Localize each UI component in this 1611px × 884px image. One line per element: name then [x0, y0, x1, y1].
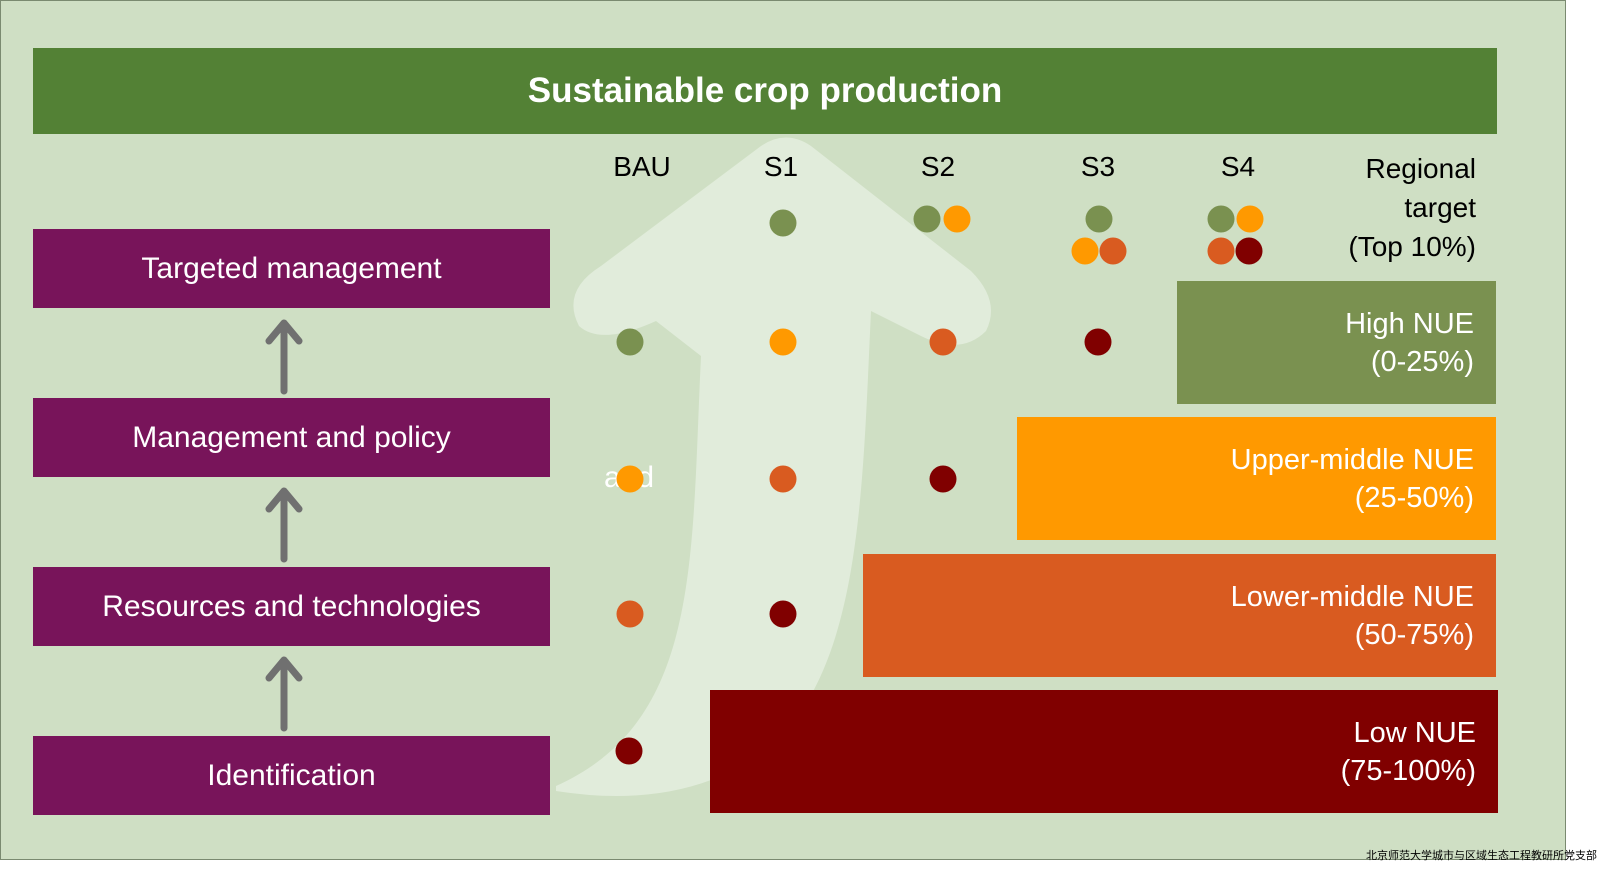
regional-line: Regional — [1365, 153, 1476, 184]
stage-targeted-management: Targeted management — [33, 229, 550, 308]
regional-line: target — [1404, 192, 1476, 223]
stage-management-policy: Management and policy — [33, 398, 550, 477]
dot-low — [1235, 237, 1263, 265]
nue-name: Lower-middle NUE — [1230, 580, 1474, 613]
watermark: 北京师范大学城市与区域生态工程教研所党支部 — [1366, 850, 1597, 862]
dot-upper-middle — [616, 465, 644, 493]
dot-upper-middle — [1071, 237, 1099, 265]
nue-upper-middle: Upper-middle NUE (25-50%) — [1017, 417, 1496, 540]
dot-upper-middle — [943, 205, 971, 233]
big-curved-arrow — [556, 137, 991, 796]
dot-lower-middle — [616, 600, 644, 628]
dot-low — [929, 465, 957, 493]
dot-high — [1085, 205, 1113, 233]
dot-high — [769, 209, 797, 237]
dot-low — [769, 600, 797, 628]
dot-high — [1207, 205, 1235, 233]
regional-target-label: Regional target (Top 10%) — [1301, 149, 1476, 266]
nue-range: (50-75%) — [1354, 618, 1474, 651]
nue-range: (0-25%) — [1370, 345, 1474, 378]
diagram-canvas: Sustainable crop production BAU S1 S2 S3… — [0, 0, 1597, 862]
nue-name: Upper-middle NUE — [1230, 443, 1474, 476]
column-s1: S1 — [763, 151, 799, 182]
nue-low: Low NUE (75-100%) — [710, 690, 1498, 813]
column-s2: S2 — [920, 151, 956, 182]
dot-upper-middle — [769, 328, 797, 356]
dot-upper-middle — [1236, 205, 1264, 233]
dot-lower-middle — [1099, 237, 1127, 265]
nue-name: High NUE — [1345, 307, 1474, 340]
stage-arrows — [265, 319, 303, 732]
nue-high: High NUE (0-25%) — [1177, 281, 1496, 404]
nue-range: (25-50%) — [1354, 481, 1474, 514]
column-s3: S3 — [1080, 151, 1116, 182]
dot-low — [1084, 328, 1112, 356]
nue-name: Low NUE — [1353, 716, 1477, 749]
dot-low — [615, 737, 643, 765]
nue-lower-middle: Lower-middle NUE (50-75%) — [863, 554, 1496, 677]
dot-high — [616, 328, 644, 356]
column-bau: BAU — [613, 151, 671, 182]
dot-lower-middle — [1207, 237, 1235, 265]
dot-lower-middle — [769, 465, 797, 493]
dot-lower-middle — [929, 328, 957, 356]
dot-high — [913, 205, 941, 233]
stage-resources-technologies: Resources and technologies — [33, 567, 550, 646]
stage-identification: Identification — [33, 736, 550, 815]
nue-range: (75-100%) — [1340, 754, 1476, 787]
regional-line: (Top 10%) — [1348, 231, 1476, 262]
column-s4: S4 — [1220, 151, 1256, 182]
title-banner: Sustainable crop production — [33, 48, 1497, 134]
